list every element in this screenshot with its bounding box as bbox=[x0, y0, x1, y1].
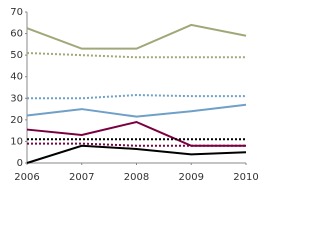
y-tick-label: 0 bbox=[17, 158, 23, 169]
x-tick-label: 2010 bbox=[233, 172, 258, 183]
data-line bbox=[27, 142, 246, 147]
data-line bbox=[26, 144, 247, 164]
y-tick-label: 30 bbox=[10, 93, 23, 104]
chart: 0 10 20 30 40 50 60 70 2006 2007 2008 2009 2010 bbox=[10, 7, 258, 183]
data-line bbox=[27, 94, 246, 100]
x-tick-label: 2006 bbox=[14, 172, 39, 183]
y-tick-label: 10 bbox=[10, 136, 23, 147]
x-tick-label: 2009 bbox=[179, 172, 204, 183]
y-tick-label: 70 bbox=[10, 7, 23, 18]
y-tick-label: 60 bbox=[10, 29, 23, 40]
data-line bbox=[26, 103, 247, 118]
x-tick-label: 2007 bbox=[69, 172, 94, 183]
data-line bbox=[26, 120, 246, 147]
y-tick-label: 50 bbox=[10, 50, 23, 61]
x-tick-label: 2008 bbox=[124, 172, 149, 183]
data-line bbox=[26, 51, 246, 59]
y-tick-label: 40 bbox=[10, 72, 23, 83]
data-line bbox=[26, 23, 247, 50]
y-tick-label: 20 bbox=[10, 115, 23, 126]
